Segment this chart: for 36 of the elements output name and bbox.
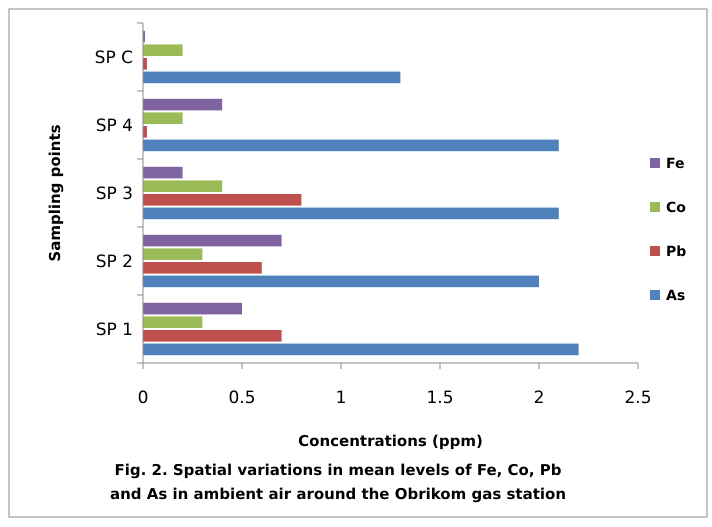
x-tick-label: 0.5 xyxy=(228,388,256,408)
bar xyxy=(143,344,579,356)
bar xyxy=(143,140,559,152)
bar xyxy=(143,98,222,110)
bar xyxy=(143,316,202,328)
x-tick-label: 0 xyxy=(138,388,148,408)
bar xyxy=(143,234,282,246)
caption: Fig. 2. Spatial variations in mean levels of Fe, Co, Pb xyxy=(114,461,562,479)
y-tick-label: SP C xyxy=(94,48,133,68)
bar xyxy=(143,302,242,314)
y-tick-label: SP 3 xyxy=(96,184,133,204)
bar xyxy=(143,208,559,220)
y-tick-label: SP 4 xyxy=(96,116,133,136)
y-tick-label: SP 2 xyxy=(96,252,133,272)
bar xyxy=(143,44,183,56)
legend-label: Co xyxy=(666,200,686,216)
x-tick-label: 2 xyxy=(534,388,544,408)
x-tick-label: 2.5 xyxy=(624,388,652,408)
bar xyxy=(143,248,202,260)
y-tick-label: SP 1 xyxy=(96,320,133,340)
bar xyxy=(143,262,262,274)
bar xyxy=(143,166,183,178)
legend-label: As xyxy=(666,288,686,304)
bar xyxy=(143,276,539,288)
legend-label: Pb xyxy=(666,244,686,260)
bar xyxy=(143,180,222,192)
y-axis-title: Sampling points xyxy=(46,124,64,262)
legend-label: Fe xyxy=(666,156,684,172)
bar xyxy=(143,72,400,84)
x-tick-label: 1.5 xyxy=(426,388,454,408)
bar xyxy=(143,194,302,206)
bar xyxy=(143,330,282,342)
x-axis-title: Concentrations (ppm) xyxy=(298,432,483,450)
x-tick-label: 1 xyxy=(336,388,346,408)
text: and As in ambient air around the Obrikom gas station xyxy=(110,485,566,503)
bar xyxy=(143,112,183,124)
